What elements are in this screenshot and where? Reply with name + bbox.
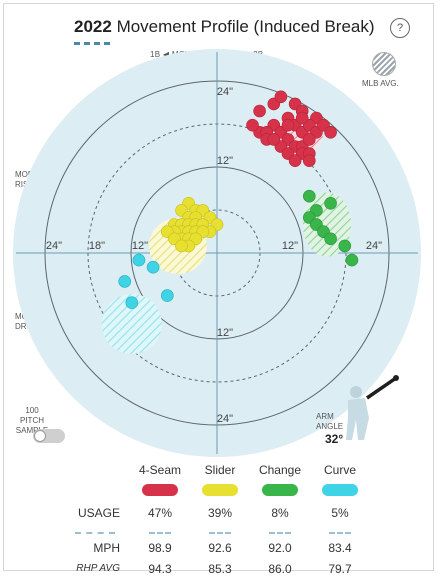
pitch-point-change[interactable] xyxy=(302,189,316,203)
usage-label: USAGE xyxy=(77,505,120,520)
mlb-average-icon[interactable] xyxy=(372,52,396,76)
usage-4seam: 47% xyxy=(147,505,173,520)
sample-toggle[interactable] xyxy=(33,429,65,443)
year-selector-underline xyxy=(74,42,110,45)
arm-angle-label: ARM ANGLE xyxy=(316,412,343,432)
swatch-curve[interactable] xyxy=(322,483,358,496)
rhp-change: 86.0 xyxy=(268,561,292,576)
pitch-point-curve[interactable] xyxy=(132,253,146,267)
rhp-4seam: 94.3 xyxy=(148,561,172,576)
pitch-stats-table: 4-Seam Slider Change Curve USAGE 47% 39%… xyxy=(60,460,370,579)
pitch-point-4seam[interactable] xyxy=(302,133,316,146)
swatch-change[interactable] xyxy=(262,483,298,496)
title-text: Movement Profile (Induced Break) xyxy=(116,17,375,36)
x-tick-label: 24" xyxy=(366,240,382,252)
mph-4seam: 98.9 xyxy=(148,540,172,555)
rhp-curve: 79.7 xyxy=(328,561,352,576)
legend-name-slider[interactable]: Slider xyxy=(204,463,236,477)
x-tick-label: 12" xyxy=(282,240,298,252)
sample-label: 100 PITCH SAMPLE xyxy=(14,406,50,436)
x-tick-label: 12" xyxy=(132,240,148,252)
pitch-point-4seam[interactable] xyxy=(324,126,337,139)
mlb-avg-ellipse-curve xyxy=(101,294,162,354)
pitch-point-4seam[interactable] xyxy=(281,118,295,132)
legend-name-4seam[interactable]: 4-Seam xyxy=(138,463,182,477)
mph-curve: 83.4 xyxy=(328,540,352,555)
x-tick-label: 18" xyxy=(89,240,105,252)
y-tick-label: 12" xyxy=(217,327,233,339)
help-icon[interactable]: ? xyxy=(390,18,410,38)
more-drop-line2: DROP xyxy=(15,322,39,331)
pitch-point-4seam[interactable] xyxy=(274,90,288,104)
legend-name-curve[interactable]: Curve xyxy=(323,463,356,477)
pitch-point-curve[interactable] xyxy=(118,275,131,288)
pitch-point-4seam[interactable] xyxy=(253,104,266,118)
swatch-slider[interactable] xyxy=(202,483,238,496)
pitch-point-change[interactable] xyxy=(324,197,337,210)
usage-curve: 5% xyxy=(331,505,349,520)
mph-change: 92.0 xyxy=(268,540,292,555)
swatch-4seam[interactable] xyxy=(142,483,178,496)
pitch-point-4seam[interactable] xyxy=(288,154,302,167)
usage-row: USAGE 47% 39% 8% 5% xyxy=(60,502,370,523)
pitch-point-curve[interactable] xyxy=(146,260,160,274)
pitch-point-curve[interactable] xyxy=(125,296,139,310)
y-tick-label: 12" xyxy=(217,155,233,167)
pitch-points xyxy=(118,90,359,310)
pitch-point-curve[interactable] xyxy=(161,289,174,302)
direction-left: 1B xyxy=(150,50,161,59)
mph-row: MPH 98.9 92.6 92.0 83.4 xyxy=(60,537,370,558)
mlb-average-label: MLB AVG. xyxy=(362,79,399,88)
pitch-point-4seam[interactable] xyxy=(246,118,259,132)
x-tick-label: 24" xyxy=(46,240,62,252)
pitch-point-change[interactable] xyxy=(324,232,337,246)
arm-line1: ARM xyxy=(316,412,334,421)
y-tick-label: 24" xyxy=(217,86,233,98)
more-rise-line2: RISE xyxy=(15,180,34,189)
rhp-avg-label: RHP AVG xyxy=(76,563,120,574)
pitch-point-4seam[interactable] xyxy=(295,111,309,125)
sample-line2: SAMPLE xyxy=(15,426,49,435)
pitcher-arm-angle-icon xyxy=(346,375,399,440)
toggle-knob xyxy=(34,430,46,442)
usage-underline-row xyxy=(60,523,370,537)
arm-line2: ANGLE xyxy=(316,422,344,431)
pitch-point-4seam[interactable] xyxy=(302,154,316,167)
left-arrow-icon: ◀ xyxy=(162,50,170,59)
pitch-point-change[interactable] xyxy=(345,253,359,267)
arm-angle-value: 32° xyxy=(325,432,344,446)
sample-line1: 100 PITCH xyxy=(20,406,44,425)
legend-names-row: 4-Seam Slider Change Curve xyxy=(60,460,370,480)
title-year[interactable]: 2022 xyxy=(74,17,112,36)
usage-change: 8% xyxy=(271,505,289,520)
usage-label-underline xyxy=(75,532,115,534)
pitch-point-4seam[interactable] xyxy=(267,133,281,146)
y-tick-label: 24" xyxy=(217,413,233,425)
chart-title: 2022 Movement Profile (Induced Break) xyxy=(74,17,375,37)
mph-label: MPH xyxy=(93,540,120,555)
rhp-avg-row: RHP AVG 94.3 85.3 86.0 79.7 xyxy=(60,558,370,579)
pitch-point-slider[interactable] xyxy=(175,239,188,253)
pitch-point-change[interactable] xyxy=(338,239,352,253)
rhp-slider: 85.3 xyxy=(208,561,232,576)
legend-swatches-row xyxy=(60,480,370,502)
mph-slider: 92.6 xyxy=(208,540,232,555)
usage-slider: 39% xyxy=(207,505,233,520)
more-rise-line1: MORE xyxy=(15,170,39,179)
legend-name-change[interactable]: Change xyxy=(258,463,302,477)
